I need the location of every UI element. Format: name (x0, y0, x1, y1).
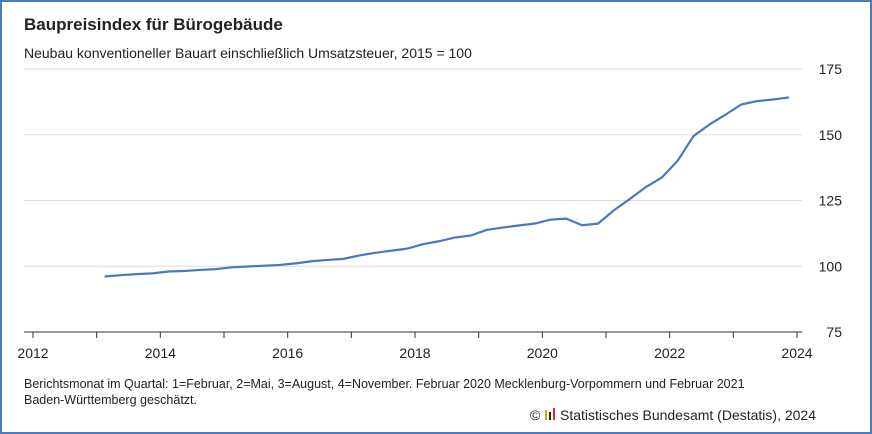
y-tick-label: 100 (819, 258, 843, 274)
x-tick-label: 2014 (145, 345, 176, 361)
y-tick-label: 125 (819, 193, 843, 209)
source-icon (545, 408, 555, 420)
icon-bar (545, 410, 547, 420)
footnote-line: Berichtsmonat im Quartal: 1=Februar, 2=M… (24, 377, 745, 391)
x-tick-label: 2022 (654, 345, 685, 361)
y-tick-label: 75 (826, 324, 842, 340)
copyright: © (530, 407, 541, 423)
data-line (104, 96, 790, 278)
source: Statistisches Bundesamt (Destatis), 2024 (560, 407, 816, 423)
chart-title: Baupreisindex für Bürogebäude (24, 15, 283, 34)
chart-subtitle: Neubau konventioneller Bauart einschließ… (24, 45, 472, 61)
x-tick-label: 2012 (17, 345, 48, 361)
x-tick-label: 2016 (272, 345, 303, 361)
icon-bar (553, 408, 555, 420)
icon-bar (549, 412, 551, 420)
x-tick-label: 2020 (527, 345, 558, 361)
footnote-line: Baden-Württemberg geschätzt. (24, 393, 197, 407)
y-tick-label: 175 (819, 61, 843, 77)
y-tick-label: 150 (819, 127, 843, 143)
x-tick-label: 2024 (781, 345, 812, 361)
x-tick-label: 2018 (399, 345, 430, 361)
